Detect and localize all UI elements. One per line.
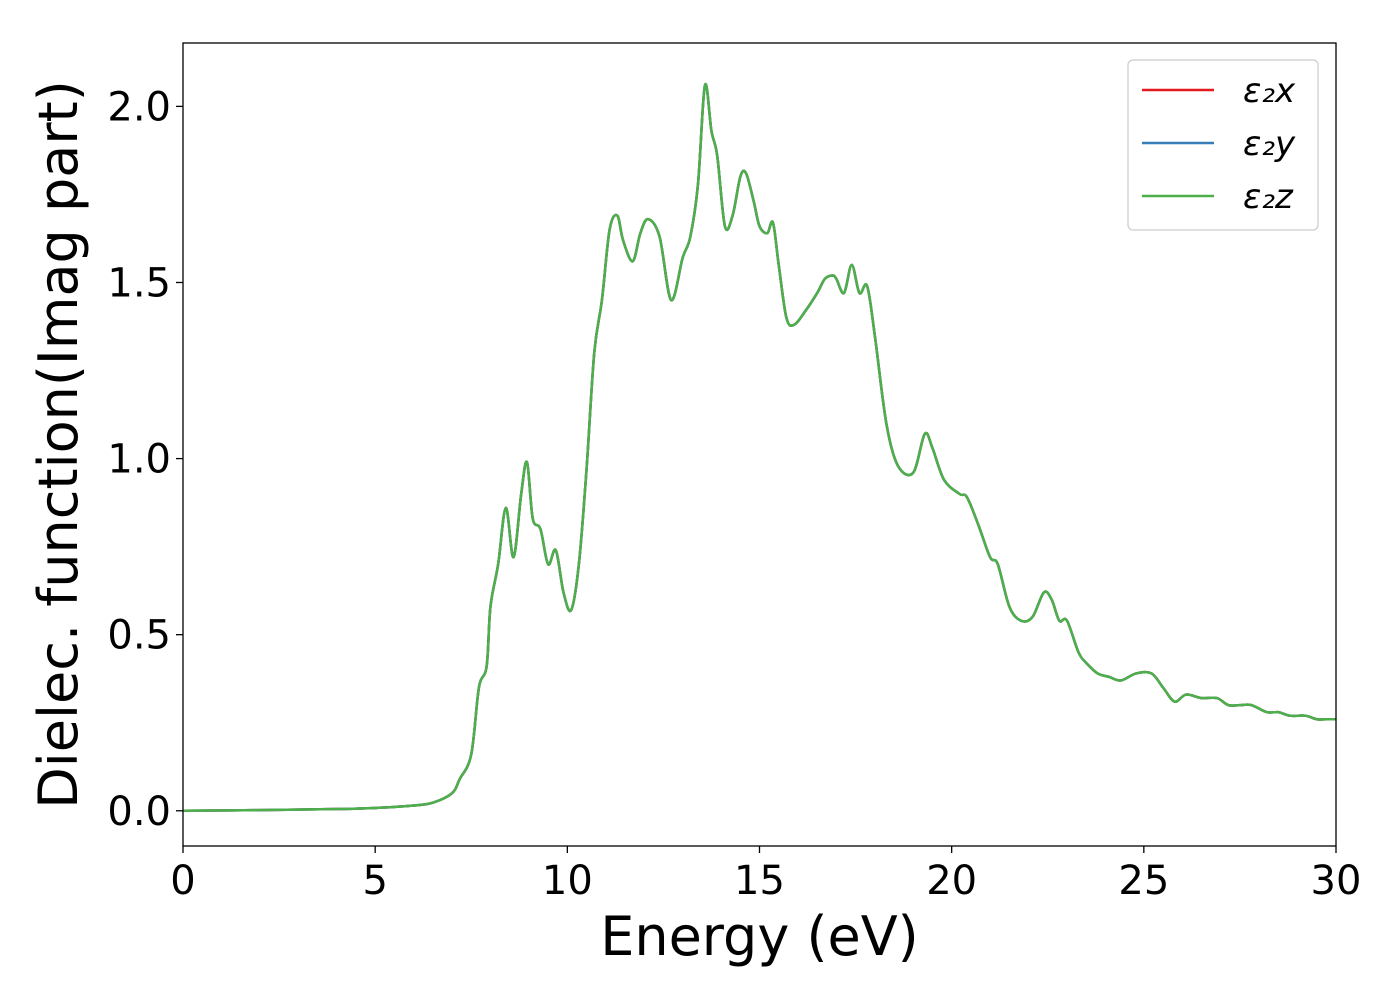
legend-box xyxy=(1127,59,1319,231)
y-tick-label: 2.0 xyxy=(107,84,171,130)
legend-label-z: ε₂z xyxy=(1243,177,1294,217)
x-tick-label: 10 xyxy=(542,858,593,904)
legend-label-y: ε₂y xyxy=(1243,124,1296,164)
y-tick-label: 0.5 xyxy=(107,613,171,659)
x-tick-label: 5 xyxy=(362,858,387,904)
plot-frame xyxy=(182,42,1337,847)
x-tick-label: 15 xyxy=(734,858,785,904)
x-tick-label: 30 xyxy=(1311,858,1362,904)
legend: ε₂x ε₂y ε₂z xyxy=(1127,59,1319,231)
x-tick-label: 20 xyxy=(926,858,977,904)
y-tick-label: 1.5 xyxy=(107,260,171,306)
series-line-z xyxy=(183,82,1336,813)
ticks-layer: 0 5 10 15 20 25 30 0.0 0.5 1.0 1.5 2.0 xyxy=(107,84,1361,904)
x-tick-label: 25 xyxy=(1118,858,1169,904)
y-tick-label: 0.0 xyxy=(107,789,171,835)
y-tick-label: 1.0 xyxy=(107,437,171,483)
x-tick-label: 0 xyxy=(170,858,195,904)
y-axis-label: Dielec. function(Imag part) xyxy=(27,80,90,809)
x-axis-label: Energy (eV) xyxy=(600,905,919,968)
legend-label-x: ε₂x xyxy=(1243,71,1296,111)
series-layer xyxy=(183,82,1336,813)
